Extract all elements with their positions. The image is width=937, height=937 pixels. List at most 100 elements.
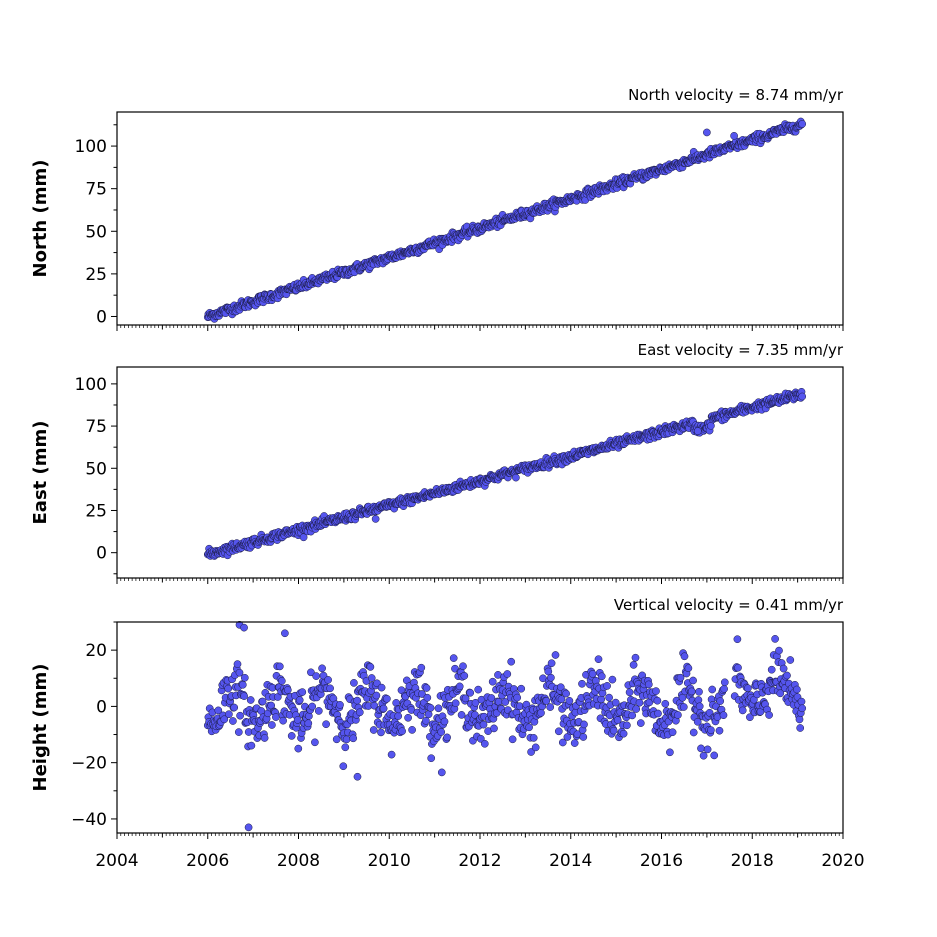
x-tick-label: 2020	[821, 851, 864, 871]
data-point	[695, 702, 704, 711]
data-point	[629, 661, 638, 669]
data-point	[377, 728, 385, 737]
data-point	[525, 723, 533, 732]
data-point	[687, 687, 696, 696]
height-y-tick-label: −20	[71, 754, 107, 774]
data-point	[578, 679, 586, 688]
data-point	[668, 728, 677, 737]
data-point	[661, 699, 670, 708]
height-y-tick-label: 20	[85, 641, 107, 661]
data-point	[283, 686, 292, 694]
data-point	[715, 726, 724, 735]
data-point	[339, 762, 348, 771]
data-point	[466, 688, 475, 697]
data-point	[570, 739, 579, 747]
data-point	[611, 698, 620, 707]
data-point	[404, 713, 412, 722]
data-point	[703, 745, 712, 754]
data-point	[367, 674, 376, 682]
data-point	[474, 685, 483, 694]
data-point	[733, 635, 742, 644]
data-point	[349, 734, 358, 743]
data-point	[546, 703, 555, 711]
north-data-points	[203, 117, 807, 323]
north-panel: North velocity = 8.74 mm/yr North (mm) 0 25…	[30, 86, 844, 331]
north-y-tick-label: 25	[85, 265, 107, 285]
data-point	[353, 696, 362, 705]
data-point	[796, 724, 805, 732]
data-point	[336, 701, 344, 709]
data-point	[547, 659, 556, 668]
data-point	[293, 716, 302, 724]
data-point	[224, 684, 233, 693]
data-point	[459, 662, 467, 671]
data-point	[631, 653, 640, 662]
outlier-point	[240, 623, 248, 632]
data-point	[268, 721, 276, 729]
data-point	[695, 687, 703, 696]
east-panel: East velocity = 7.35 mm/yr East (mm) 0 25 50…	[30, 341, 844, 584]
data-point	[797, 697, 806, 706]
data-point	[554, 727, 563, 736]
data-point	[517, 684, 526, 693]
x-tick-label: 2008	[277, 851, 320, 871]
east-y-tick-label: 50	[85, 459, 107, 479]
data-point	[707, 726, 715, 734]
data-point	[680, 652, 689, 661]
data-point	[694, 696, 703, 704]
data-point	[379, 704, 388, 713]
data-point	[635, 698, 644, 707]
data-point	[440, 717, 449, 726]
data-point	[716, 697, 725, 705]
data-point	[304, 719, 313, 728]
data-point	[507, 657, 516, 666]
data-point	[342, 735, 351, 744]
data-point	[508, 735, 517, 744]
data-point	[513, 693, 522, 702]
east-y-axis-label: East (mm)	[30, 421, 51, 525]
data-point	[449, 654, 458, 662]
data-point	[488, 677, 497, 686]
data-point	[355, 708, 364, 717]
data-point	[603, 682, 611, 690]
data-point	[423, 693, 432, 702]
height-y-tick-label: −40	[71, 810, 107, 830]
data-point	[312, 672, 321, 680]
x-tick-label: 2012	[458, 851, 501, 871]
data-point	[372, 691, 381, 700]
data-point	[277, 677, 286, 685]
data-point	[697, 744, 705, 753]
data-point	[294, 744, 303, 753]
x-tick-label: 2010	[368, 851, 411, 871]
data-point	[422, 684, 431, 692]
data-point	[594, 655, 603, 664]
data-point	[238, 680, 247, 689]
data-point	[443, 733, 451, 742]
data-point	[326, 684, 334, 693]
data-point	[636, 719, 645, 727]
data-point	[679, 703, 688, 711]
data-point	[503, 670, 512, 678]
data-point	[529, 734, 538, 742]
data-point	[298, 688, 307, 696]
east-velocity-title: East velocity = 7.35 mm/yr	[638, 341, 844, 359]
data-point	[437, 768, 446, 777]
data-point	[666, 748, 674, 757]
data-point	[689, 728, 698, 737]
data-point	[676, 673, 685, 682]
data-point	[387, 750, 396, 759]
data-point	[455, 682, 464, 691]
east-y-tick-label: 75	[85, 417, 107, 437]
outlier-point	[703, 128, 711, 137]
data-point	[537, 709, 545, 717]
data-point	[798, 120, 807, 128]
data-point	[479, 720, 488, 729]
data-point	[398, 727, 406, 736]
data-point	[341, 743, 350, 752]
outlier-point	[371, 515, 380, 523]
data-point	[720, 678, 729, 687]
data-point	[417, 663, 426, 672]
data-point	[608, 675, 617, 684]
data-point	[786, 656, 795, 664]
